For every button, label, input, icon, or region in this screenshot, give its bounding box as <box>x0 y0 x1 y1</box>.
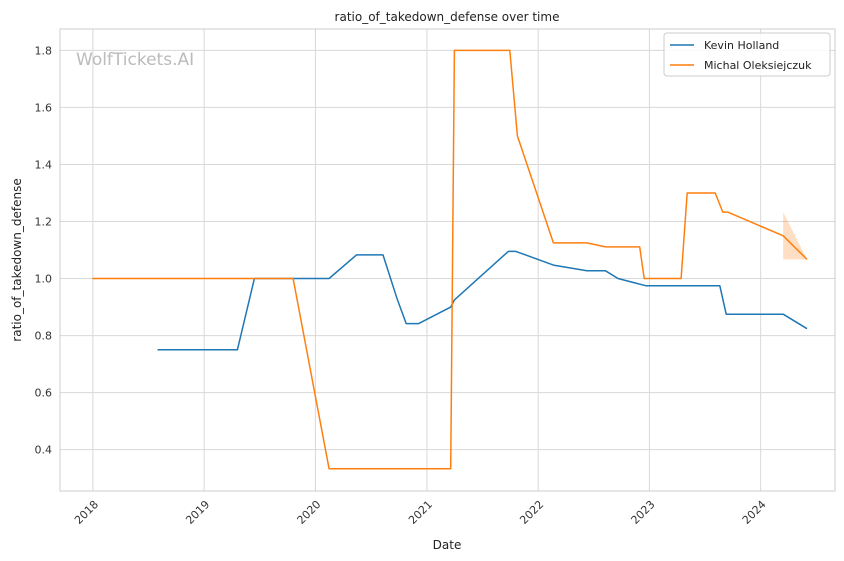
y-tick-label: 1.8 <box>35 44 53 57</box>
series-band <box>783 212 807 260</box>
y-tick-label: 1.2 <box>35 216 53 229</box>
plot-frame <box>59 28 836 492</box>
watermark: WolfTickets.AI <box>76 50 194 70</box>
y-tick-label: 1.0 <box>35 273 53 286</box>
y-tick-label: 0.8 <box>35 330 53 343</box>
x-axis-title: Date <box>433 538 462 552</box>
chart-title: ratio_of_takedown_defense over time <box>335 10 560 24</box>
y-axis-title: ratio_of_takedown_defense <box>10 178 24 341</box>
y-axis-ticks: 0.4 0.6 0.8 1.0 1.2 1.4 1.6 1.8 <box>35 44 53 456</box>
y-tick-label: 0.6 <box>35 387 53 400</box>
legend: Kevin Holland Michal Oleksiejczuk <box>663 32 831 77</box>
legend-label: Kevin Holland <box>704 39 779 52</box>
series-line-1 <box>92 49 808 470</box>
series-lines <box>92 49 808 470</box>
legend-box <box>663 32 831 77</box>
y-tick-label: 0.4 <box>35 444 53 457</box>
y-tick-label: 1.6 <box>35 101 53 114</box>
confidence-bands <box>783 212 807 260</box>
legend-label: Michal Oleksiejczuk <box>704 59 812 72</box>
y-tick-label: 1.4 <box>35 158 53 171</box>
series-line-0 <box>157 250 808 351</box>
